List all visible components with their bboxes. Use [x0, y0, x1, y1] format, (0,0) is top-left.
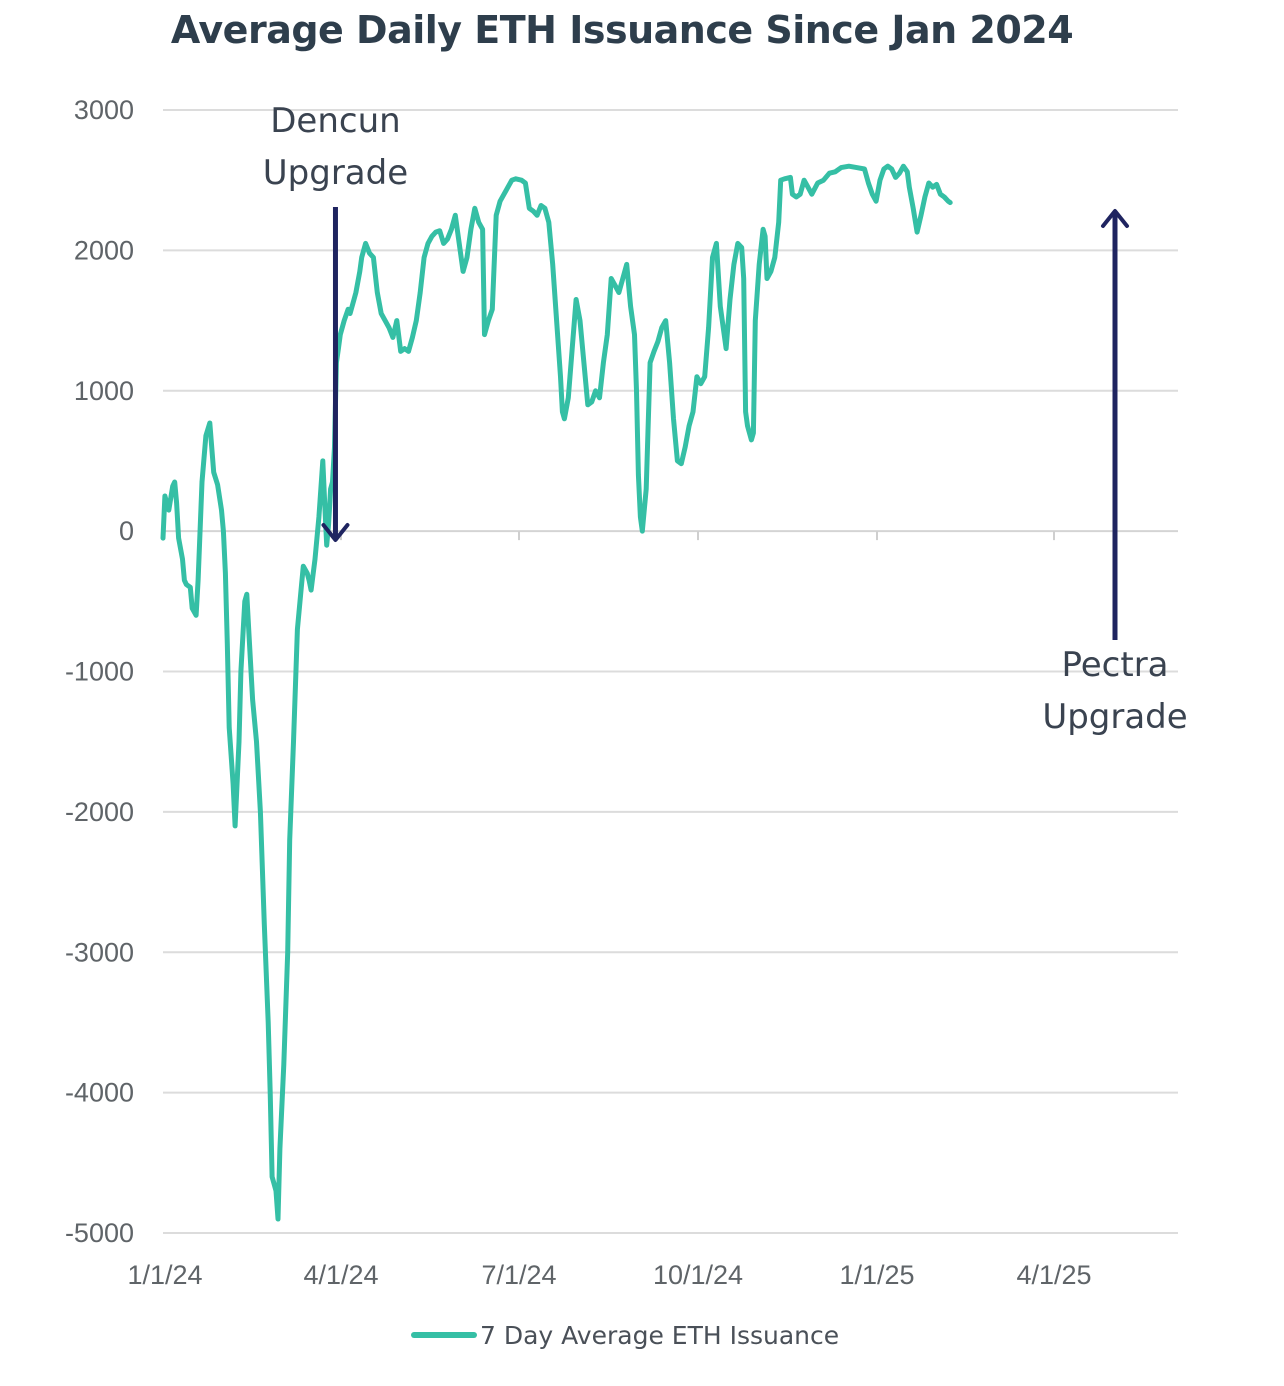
x-tick-label: 1/1/25	[839, 1260, 914, 1290]
y-tick-label: -4000	[65, 1078, 134, 1108]
annotation-label: Dencun	[270, 101, 400, 141]
x-tick-label: 4/1/25	[1016, 1260, 1091, 1290]
x-tick-label: 1/1/24	[127, 1260, 202, 1290]
x-tick-label: 10/1/24	[653, 1260, 743, 1290]
y-axis-ticks: 3000 2000 1000 0 -1000 -2000 -3000 -4000 -5000	[65, 95, 134, 1248]
annotation-label: Upgrade	[1042, 697, 1187, 737]
annotations: Dencun Upgrade Pectra Upgrade	[263, 101, 1188, 737]
series-lines	[160, 163, 953, 1222]
legend: 7 Day Average ETH Issuance	[411, 1321, 839, 1350]
y-tick-label: -2000	[65, 797, 134, 827]
y-tick-label: 1000	[74, 376, 134, 406]
x-axis-ticks: 1/1/24 4/1/24 7/1/24 10/1/24 1/1/25 4/1/25	[127, 531, 1092, 1290]
x-tick-label: 7/1/24	[481, 1260, 556, 1290]
arrowhead-icon	[1101, 209, 1129, 228]
gridlines	[163, 109, 1178, 1234]
y-tick-label: 0	[119, 516, 134, 546]
annotation-label: Pectra	[1061, 645, 1168, 685]
arrowhead-icon	[321, 523, 350, 542]
y-tick-label: 2000	[74, 235, 134, 265]
annotation-label: Upgrade	[263, 153, 408, 193]
y-tick-label: -3000	[65, 937, 134, 967]
y-tick-label: -5000	[65, 1218, 134, 1248]
y-tick-label: -1000	[65, 657, 134, 687]
series-line	[160, 163, 953, 1222]
legend-label: 7 Day Average ETH Issuance	[480, 1321, 839, 1350]
y-tick-label: 3000	[74, 95, 134, 125]
x-tick-label: 4/1/24	[303, 1260, 378, 1290]
chart-title: Average Daily ETH Issuance Since Jan 202…	[170, 8, 1074, 52]
